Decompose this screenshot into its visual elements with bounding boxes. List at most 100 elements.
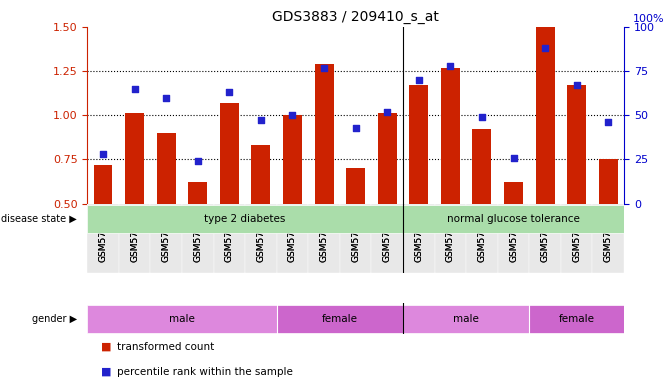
Text: GSM572809: GSM572809 [130,207,139,262]
Text: GSM572808: GSM572808 [99,207,107,262]
Text: GSM572814: GSM572814 [382,207,392,262]
Bar [504,182,523,204]
Bar [567,85,586,204]
Text: GSM572806: GSM572806 [604,207,613,262]
Point [161,94,172,101]
Text: male: male [169,314,195,324]
Point [224,89,235,95]
Point [508,154,519,161]
Text: GSM572804: GSM572804 [478,207,486,262]
FancyBboxPatch shape [561,204,592,273]
FancyBboxPatch shape [213,204,245,273]
FancyBboxPatch shape [150,204,182,273]
Text: GSM572816: GSM572816 [256,207,266,262]
Text: GSM572801: GSM572801 [446,207,455,262]
FancyBboxPatch shape [276,305,403,333]
Text: GSM572812: GSM572812 [351,207,360,262]
Bar [283,115,302,204]
Text: GSM572802: GSM572802 [541,207,550,262]
Text: transformed count: transformed count [117,341,215,352]
Bar [346,168,365,204]
FancyBboxPatch shape [498,204,529,273]
FancyBboxPatch shape [119,204,150,273]
FancyBboxPatch shape [308,204,340,273]
FancyBboxPatch shape [403,204,435,273]
Bar [472,129,491,204]
Text: GSM572805: GSM572805 [509,207,518,262]
Text: GSM572814: GSM572814 [382,207,392,262]
FancyBboxPatch shape [87,305,276,333]
Text: GSM572804: GSM572804 [478,207,486,262]
Point [130,86,140,92]
FancyBboxPatch shape [435,204,466,273]
Text: GSM572815: GSM572815 [225,207,234,262]
Bar [409,85,428,204]
FancyBboxPatch shape [529,305,624,333]
FancyBboxPatch shape [87,204,119,273]
Text: GSM572806: GSM572806 [604,207,613,262]
Bar [599,159,618,204]
Point [350,124,361,131]
Point [256,118,266,124]
Bar [378,113,397,204]
Text: disease state ▶: disease state ▶ [1,214,77,224]
Text: female: female [559,314,595,324]
Text: type 2 diabetes: type 2 diabetes [205,214,286,224]
Bar [441,68,460,204]
Point [603,119,613,125]
Text: GSM572813: GSM572813 [193,207,202,262]
Text: GSM572802: GSM572802 [541,207,550,262]
FancyBboxPatch shape [403,305,529,333]
FancyBboxPatch shape [340,204,372,273]
Point [476,114,487,120]
Point [98,151,109,157]
Bar [252,145,270,204]
Text: GSM572812: GSM572812 [351,207,360,262]
Text: GSM572815: GSM572815 [225,207,234,262]
Text: ■: ■ [101,366,111,377]
Bar [315,64,333,204]
Point [571,82,582,88]
Text: gender ▶: gender ▶ [32,314,77,324]
FancyBboxPatch shape [182,204,213,273]
Point [539,45,550,51]
Point [319,65,329,71]
FancyBboxPatch shape [276,204,308,273]
Text: GSM572811: GSM572811 [162,207,170,262]
Text: GSM572805: GSM572805 [509,207,518,262]
Bar [535,27,554,204]
Bar [93,165,113,204]
Text: female: female [322,314,358,324]
Text: GSM572811: GSM572811 [162,207,170,262]
Text: GSM572801: GSM572801 [446,207,455,262]
Point [413,77,424,83]
Point [382,109,393,115]
FancyBboxPatch shape [87,205,403,233]
Title: GDS3883 / 209410_s_at: GDS3883 / 209410_s_at [272,10,439,25]
Text: normal glucose tolerance: normal glucose tolerance [447,214,580,224]
Text: GSM572810: GSM572810 [319,207,329,262]
Bar [189,182,207,204]
FancyBboxPatch shape [245,204,276,273]
FancyBboxPatch shape [466,204,498,273]
Text: GSM572800: GSM572800 [414,207,423,262]
Text: GSM572807: GSM572807 [288,207,297,262]
Text: 100%: 100% [632,14,664,24]
Point [445,63,456,69]
Text: ■: ■ [101,341,111,352]
Text: male: male [453,314,479,324]
Text: GSM572816: GSM572816 [256,207,266,262]
Text: GSM572803: GSM572803 [572,207,581,262]
Text: GSM572810: GSM572810 [319,207,329,262]
Text: GSM572800: GSM572800 [414,207,423,262]
FancyBboxPatch shape [372,204,403,273]
Text: GSM572809: GSM572809 [130,207,139,262]
Bar [125,113,144,204]
FancyBboxPatch shape [529,204,561,273]
Text: GSM572807: GSM572807 [288,207,297,262]
Point [193,158,203,164]
Bar [220,103,239,204]
Text: GSM572803: GSM572803 [572,207,581,262]
FancyBboxPatch shape [403,205,624,233]
Point [287,112,298,118]
